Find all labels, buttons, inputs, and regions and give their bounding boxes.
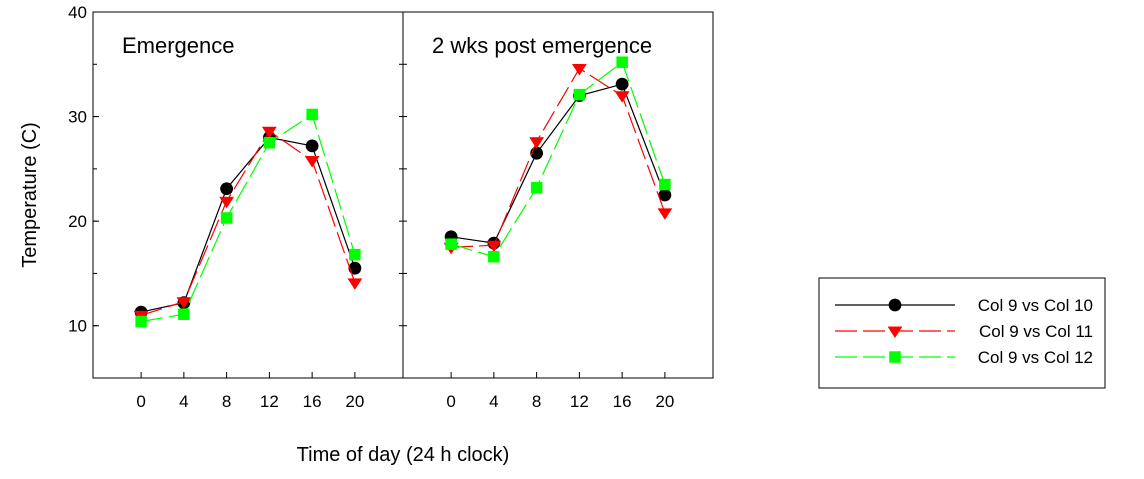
y-tick-label: 10 xyxy=(68,317,87,336)
x-tick-label: 4 xyxy=(179,392,188,411)
x-tick-label: 12 xyxy=(570,392,589,411)
y-axis-label: Temperature (C) xyxy=(19,122,41,268)
panel-frame-2 xyxy=(402,11,714,379)
x-tick-label: 0 xyxy=(446,392,455,411)
data-point xyxy=(571,64,587,76)
data-point xyxy=(486,240,502,253)
series-line xyxy=(140,113,356,323)
data-point xyxy=(488,250,500,263)
series-line xyxy=(451,83,666,244)
x-tick-label: 16 xyxy=(303,392,322,411)
data-point xyxy=(347,278,363,290)
data-point xyxy=(306,108,318,121)
x-tick-label: 20 xyxy=(655,392,674,411)
data-point xyxy=(135,315,147,328)
data-point xyxy=(220,212,233,224)
series-line xyxy=(140,130,356,316)
y-tick-label: 40 xyxy=(68,3,87,22)
data-point xyxy=(614,91,630,103)
x-tick-label: 20 xyxy=(345,392,364,411)
data-point xyxy=(657,208,673,220)
data-point xyxy=(658,188,672,202)
x-tick-label: 16 xyxy=(613,392,632,411)
data-point xyxy=(616,56,628,68)
legend-marker xyxy=(888,298,902,312)
data-point xyxy=(445,238,457,250)
legend-marker xyxy=(887,326,903,339)
data-point xyxy=(304,156,320,168)
data-point xyxy=(659,178,671,191)
series-line xyxy=(451,67,666,248)
x-axis-label: Time of day (24 h clock) xyxy=(297,444,510,466)
data-point xyxy=(529,137,545,149)
y-tick-label: 20 xyxy=(68,212,87,231)
panel-title: Emergence xyxy=(122,33,235,58)
data-point xyxy=(176,297,192,309)
data-point xyxy=(349,248,361,261)
panel-title: 2 wks post emergence xyxy=(432,33,652,58)
series-line xyxy=(140,136,356,313)
data-point xyxy=(178,308,190,320)
legend-label: Col 9 vs Col 11 xyxy=(979,322,1093,341)
data-point xyxy=(573,88,586,101)
data-point xyxy=(261,126,277,139)
series-line xyxy=(450,61,666,258)
legend-label: Col 9 vs Col 10 xyxy=(978,296,1093,315)
data-point xyxy=(219,196,235,209)
legend-label: Col 9 vs Col 12 xyxy=(978,348,1093,367)
data-point xyxy=(263,136,276,149)
y-tick-label: 30 xyxy=(68,108,87,127)
x-tick-label: 8 xyxy=(222,392,231,411)
x-tick-label: 0 xyxy=(136,392,145,411)
legend-box xyxy=(818,277,1106,389)
legend-marker xyxy=(889,351,901,363)
data-point xyxy=(220,182,234,196)
x-tick-label: 12 xyxy=(260,392,279,411)
data-point xyxy=(348,261,362,275)
data-point xyxy=(305,139,319,153)
data-point xyxy=(615,77,629,91)
x-tick-label: 4 xyxy=(489,392,498,411)
data-point xyxy=(530,181,543,194)
x-tick-label: 8 xyxy=(532,392,541,411)
